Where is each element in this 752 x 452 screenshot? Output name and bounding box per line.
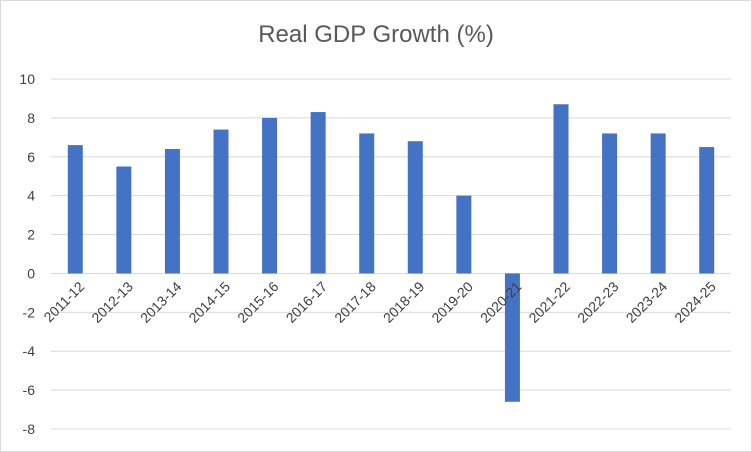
y-tick-label: -2 xyxy=(23,304,36,320)
x-category-label: 2015-16 xyxy=(234,278,282,326)
y-tick-label: -4 xyxy=(23,343,36,359)
x-category-label: 2021-22 xyxy=(525,278,573,326)
bar-2013-14 xyxy=(164,149,180,274)
bar-2015-16 xyxy=(262,117,278,274)
x-category-label: 2013-14 xyxy=(137,278,185,326)
bar-2016-17 xyxy=(310,112,326,274)
x-category-label: 2014-15 xyxy=(185,278,233,326)
bar-2023-24 xyxy=(650,133,666,274)
bar-2011-12 xyxy=(67,145,83,274)
x-category-label: 2023-24 xyxy=(623,278,671,326)
y-tick-label: 6 xyxy=(27,149,35,165)
x-category-label: 2019-20 xyxy=(428,278,476,326)
y-tick-label: 0 xyxy=(27,265,35,281)
x-category-label: 2012-13 xyxy=(88,278,136,326)
bar-2012-13 xyxy=(116,166,132,274)
y-tick-label: -6 xyxy=(23,382,36,398)
x-category-label: 2016-17 xyxy=(283,278,331,326)
y-tick-label: 4 xyxy=(27,188,35,204)
y-tick-label: 2 xyxy=(27,227,35,243)
y-tick-label: 8 xyxy=(27,110,35,126)
x-category-label: 2022-23 xyxy=(574,278,622,326)
bar-2018-19 xyxy=(407,141,423,274)
bar-2017-18 xyxy=(359,133,375,274)
x-category-label: 2018-19 xyxy=(380,278,428,326)
bar-2019-20 xyxy=(456,195,472,274)
bar-2024-25 xyxy=(699,147,715,274)
bar-2014-15 xyxy=(213,129,229,274)
y-tick-label: 10 xyxy=(19,71,35,87)
chart-title: Real GDP Growth (%) xyxy=(258,21,494,48)
bar-2021-22 xyxy=(553,104,569,274)
bar-2022-23 xyxy=(602,133,618,274)
bar-2020-21 xyxy=(504,273,520,402)
x-category-label: 2024-25 xyxy=(671,278,719,326)
x-category-label: 2017-18 xyxy=(331,278,379,326)
y-tick-label: -8 xyxy=(23,421,36,437)
x-category-label: 2011-12 xyxy=(40,278,87,325)
